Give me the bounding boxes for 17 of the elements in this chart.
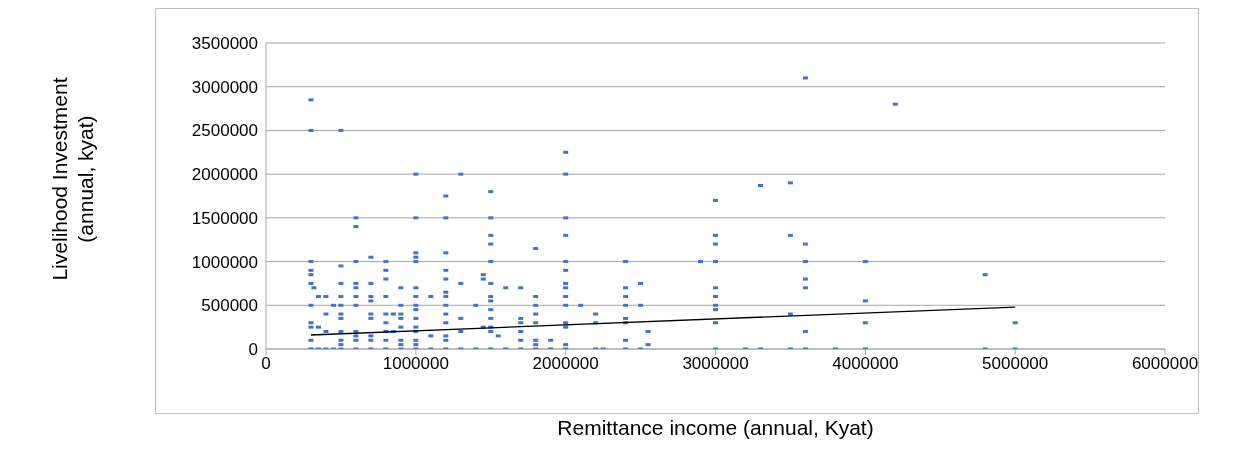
y-tick-label: 2000000 bbox=[191, 165, 258, 185]
y-axis-title: Livelihood Investment (annual, kyat) bbox=[47, 75, 98, 283]
x-tick-label: 6000000 bbox=[1131, 354, 1199, 374]
x-tick-label: 5000000 bbox=[982, 354, 1049, 374]
y-tick-label: 2500000 bbox=[191, 121, 258, 141]
x-axis-title: Remittance income (annual, Kyat) bbox=[556, 416, 875, 440]
x-tick-label: 4000000 bbox=[832, 354, 899, 374]
y-tick-label: 0 bbox=[248, 340, 258, 360]
y-tick-label: 3500000 bbox=[191, 34, 258, 54]
x-tick-label: 1000000 bbox=[382, 354, 449, 374]
y-tick-label: 1000000 bbox=[191, 252, 258, 272]
x-tick-label: 0 bbox=[261, 354, 271, 374]
y-tick-label: 3000000 bbox=[191, 77, 258, 97]
x-tick-label: 2000000 bbox=[532, 354, 599, 374]
y-tick-label: 500000 bbox=[201, 296, 258, 316]
y-tick-label: 1500000 bbox=[191, 208, 258, 228]
x-tick-label: 3000000 bbox=[682, 354, 749, 374]
